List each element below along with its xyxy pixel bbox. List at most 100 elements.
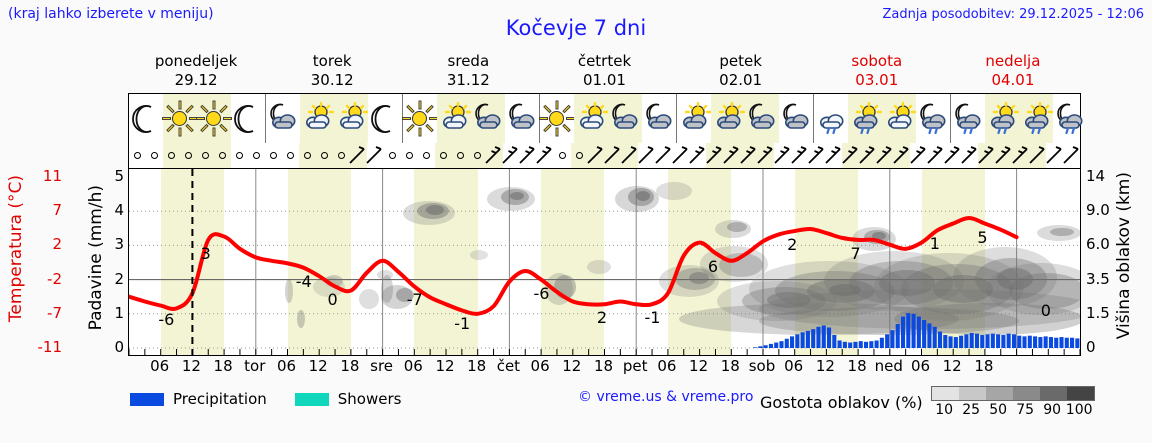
precipitation-legend-label: Precipitation (173, 390, 267, 408)
wind-barb-cell (162, 143, 180, 168)
temperature-label-14: 0 (1040, 300, 1051, 320)
cloud-density-swatch-2 (985, 387, 1013, 400)
wind-barb-cell (944, 143, 961, 168)
day-date: 01.01 (583, 71, 626, 89)
wind-barb-cell (332, 143, 350, 168)
temperature-label-10: 2 (787, 235, 798, 255)
weather-icon-cell (300, 94, 335, 143)
weather-icon-cell (916, 94, 950, 143)
moon-cloud-rain-icon (916, 102, 950, 136)
weather-icon-cell (539, 94, 575, 143)
weather-icon-cell (266, 94, 300, 143)
weather-icon-cell (677, 94, 712, 143)
x-tick-14: 18 (593, 357, 614, 375)
weather-icon-cell (437, 94, 472, 143)
wind-barb-cell (502, 143, 520, 168)
day-date: 04.01 (991, 71, 1035, 89)
menu-hint-text: (kraj lahko izberete v meniju) (8, 6, 214, 22)
wind-barb-cell (706, 143, 724, 168)
wind-barb-cell (927, 143, 944, 168)
wind-barb-cell (349, 143, 367, 168)
x-tick-16: 06 (657, 357, 677, 375)
sun-cloud-icon (437, 101, 472, 136)
wind-day-2 (265, 143, 401, 168)
precipitation-axis-title: Padavine (mm/h) (86, 185, 106, 331)
weather-icon-cell (642, 94, 676, 143)
wind-barb-cell (231, 143, 248, 168)
wind-barb-cell (265, 143, 282, 168)
wind-barb-cell (451, 143, 469, 168)
x-tick-7: sre (370, 357, 394, 375)
wind-barb-cell (774, 143, 791, 168)
x-tick-18: 18 (720, 357, 740, 375)
temperature-label-3: 0 (327, 290, 338, 310)
x-tick-12: 06 (530, 357, 550, 375)
wind-barb-cell (842, 143, 860, 168)
wind-barb-cell (418, 143, 435, 168)
cloud-density-ticks: 10 25 50 75 90 100 (931, 402, 1095, 418)
moon-icon (368, 102, 402, 136)
wind-day-4 (536, 143, 673, 168)
calm-wind-icon (150, 152, 158, 159)
cloud-density-scale: 10 25 50 75 90 100 (930, 386, 1095, 418)
calm-wind-icon (337, 152, 345, 159)
cloud-density-value-1: 25 (962, 402, 981, 418)
showers-legend-label: Showers (337, 390, 402, 408)
last-update-text: Zadnja posodobitev: 29.12.2025 - 12:06 (882, 7, 1144, 22)
legend-precipitation: Precipitation (130, 390, 267, 408)
calm-wind-icon (473, 152, 481, 159)
sun-cloud-icon (300, 101, 335, 136)
precipitation-tick-0: 5 (114, 167, 124, 185)
x-tick-17: 12 (689, 357, 709, 375)
weather-icon-cell (1019, 94, 1054, 143)
wind-barb-row (128, 143, 1081, 168)
cloud-height-tick-3: 3.5 (1086, 269, 1110, 288)
precipitation-tick-5: 0 (114, 338, 124, 356)
moon-cloud-icon (608, 102, 642, 136)
wind-day-6 (808, 143, 944, 168)
bottom-legend: Precipitation Showers (130, 388, 429, 410)
temperature-label-12: 1 (929, 234, 940, 254)
x-tick-10: 18 (467, 357, 487, 375)
x-tick-24: 06 (910, 357, 931, 375)
sun-cloud-icon (882, 101, 917, 136)
weather-icon-cell (1053, 94, 1087, 143)
wind-barb-cell (213, 143, 231, 168)
weather-icon-cell (368, 94, 402, 143)
credit-link[interactable]: © vreme.us & vreme.pro (578, 389, 754, 405)
wind-barb-cell (536, 143, 554, 168)
wind-barb-cell (859, 143, 877, 168)
daylight-band-4 (541, 169, 605, 355)
temperature-label-1: 3 (200, 243, 211, 263)
wind-barb-cell (298, 143, 316, 168)
moon-cloud-icon (779, 102, 813, 136)
temperature-tick-4: -7 (47, 303, 62, 322)
sun-icon (539, 100, 575, 137)
cloud-height-tick-5: 0 (1086, 338, 1096, 356)
day-date: 30.12 (310, 71, 354, 89)
precipitation-tick-1: 4 (114, 201, 124, 220)
precipitation-tick-3: 2 (114, 269, 124, 288)
weather-icon-cell (129, 94, 163, 143)
calm-wind-icon (303, 152, 311, 159)
daylight-band-7 (921, 169, 985, 355)
sun-icon (196, 100, 232, 137)
x-tick-8: 06 (403, 357, 423, 375)
x-tick-22: 18 (847, 357, 867, 375)
wind-barb-cell (740, 143, 758, 168)
x-tick-3: tor (244, 357, 266, 375)
x-tick-9: 12 (435, 357, 455, 375)
temperature-label-9: 6 (707, 257, 719, 277)
moon-cloud-rain-icon (951, 102, 985, 136)
cloud-density-swatch-3 (1012, 387, 1040, 400)
temperature-label-11: 7 (850, 243, 861, 263)
wind-barb-cell (1028, 143, 1047, 168)
icon-day-3 (402, 94, 540, 143)
wind-barb-cell (723, 143, 741, 168)
wind-barb-cell (146, 143, 163, 168)
cloud-rain-icon (814, 102, 848, 136)
day-date: 03.01 (855, 71, 899, 89)
temperature-tick-3: -2 (47, 269, 62, 288)
precipitation-swatch (130, 392, 164, 406)
showers-swatch (294, 392, 329, 406)
